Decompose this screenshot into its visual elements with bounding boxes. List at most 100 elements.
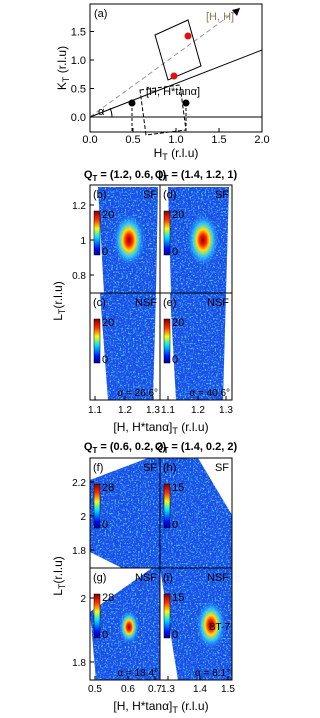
title-sub: T: [163, 446, 168, 455]
panel-title: QT = (1.2, 0.6, 1): [84, 169, 167, 183]
panel-label: (g): [93, 572, 106, 584]
colorbar-max: 20: [172, 317, 184, 329]
x-tick-label: 0.5: [88, 684, 102, 695]
title-rest: = (1.4, 1.2, 1): [168, 169, 237, 181]
panel-title: Q T = (0.6, 0.2, 2): [84, 441, 167, 455]
y-tick-label: 0.5: [71, 84, 86, 96]
mode-label: SF: [143, 189, 157, 201]
panel-label: (f): [93, 462, 103, 474]
colorbar-min: 0: [102, 246, 108, 258]
colorbar-min: 0: [172, 354, 178, 366]
y-tick-label: 2: [80, 512, 86, 523]
y-tick-label: 2.2: [72, 478, 86, 489]
mode-label: NSF: [135, 572, 157, 584]
title-rest: = (1.2, 0.6, 1): [97, 169, 166, 181]
x-tick-label: 1.0: [168, 134, 183, 146]
panel-label: (b): [93, 189, 106, 201]
intensity-peak: [195, 599, 227, 651]
black-point: [182, 99, 190, 107]
label-unit: (r.l.u): [55, 46, 69, 77]
title-q: Q: [84, 441, 93, 453]
colorbar-min: 0: [172, 629, 178, 641]
mode-label: SF: [215, 462, 229, 474]
title-sub: T: [92, 174, 97, 183]
label-sub: T: [57, 308, 67, 314]
label-main: L: [51, 589, 65, 596]
label-main: [H, H*tanα]: [113, 420, 172, 434]
colorbar-max: 28: [102, 482, 114, 494]
x-tick-label: 1.3: [219, 405, 233, 416]
label-sub: T: [172, 426, 178, 436]
axes-box: [159, 292, 233, 401]
label-main: K: [55, 82, 69, 90]
annotation: [H, H]: [206, 11, 234, 23]
colorbar-min: 0: [102, 519, 108, 531]
y-tick-label: 1.8: [72, 546, 86, 557]
alpha-label: α = 8.1°: [195, 668, 230, 679]
red-point: [170, 72, 178, 80]
x-tick-label: 0.6: [121, 684, 135, 695]
panel-label: (a): [94, 8, 107, 20]
colorbar-min: 0: [172, 519, 178, 531]
colorbar-max: 15: [172, 592, 184, 604]
label-unit: (r.l.u): [178, 420, 209, 434]
label-sub: T: [57, 583, 67, 589]
heatmap-noise: [160, 458, 232, 568]
intensity-peak: [186, 212, 220, 268]
colorbar: [93, 593, 101, 639]
mode-label: SF: [215, 189, 229, 201]
colorbar-max: 20: [102, 317, 114, 329]
x-axis-label: [H, H*tanα]T (r.l.u): [113, 699, 208, 715]
panel-title: QT = (1.4, 1.2, 1): [155, 169, 238, 183]
x-axis-label: [H, H*tanα]T (r.l.u): [113, 420, 208, 436]
label-main: L: [51, 314, 65, 321]
title-rest: = (0.6, 0.2, 2): [97, 441, 166, 453]
panels: 0.0 0.5 1.0 1.5 2.00.00.51.01.5QT = (1.2, 0.…: [51, 27, 270, 716]
colorbar-min: 0: [172, 246, 178, 258]
title-q: Q: [84, 169, 93, 181]
figure: (a) [H, H] [H, H*tanα] α HT (r.l.u) KT (…: [51, 3, 270, 716]
panel-a: (a) [H, H] [H, H*tanα] α HT (r.l.u) KT (…: [55, 3, 263, 162]
panel-label: (c): [93, 297, 106, 309]
intensity-peak: [118, 609, 140, 645]
y-tick-label: 0.0: [71, 112, 86, 124]
mode-label: NSF: [207, 572, 229, 584]
mode-label: SF: [143, 462, 157, 474]
title-rest: = (1.4, 0.2, 2): [168, 441, 237, 453]
intensity-peak: [112, 212, 146, 268]
colorbar: [163, 210, 171, 256]
y-tick-label: 1.5: [71, 27, 86, 39]
heatmap-noise: [100, 293, 156, 400]
x-tick-label: 1.4: [193, 684, 207, 695]
hh-direction: [89, 7, 241, 118]
x-tick-label: 2.0: [254, 134, 269, 146]
colorbar: [93, 483, 101, 529]
colorbar-max: 15: [172, 482, 184, 494]
axes-box: [159, 567, 233, 681]
colorbar: [163, 483, 171, 529]
colorbar: [93, 318, 101, 364]
label-sub: T: [162, 152, 168, 162]
colorbar: [93, 210, 101, 256]
label-unit: (r.l.u): [178, 699, 209, 713]
annotation: α: [98, 106, 105, 118]
axes-box: [89, 3, 263, 133]
y-tick-label: 1: [80, 236, 86, 247]
label-main: H: [154, 146, 163, 160]
heatmap-noise: [170, 293, 226, 400]
colorbar-max: 20: [102, 209, 114, 221]
colorbar-max: 28: [102, 592, 114, 604]
panel-title: QT = (1.4, 0.2, 2): [155, 441, 238, 455]
panel-label: (i): [163, 572, 173, 584]
x-tick-label: 0.7: [148, 684, 162, 695]
panel-label: (d): [163, 189, 176, 201]
y-tick-label: 1.0: [71, 55, 86, 67]
y-axis-label: LT(r.l.u): [51, 556, 67, 596]
colorbar-min: 0: [102, 629, 108, 641]
annotation: [H, H*tanα]: [146, 86, 200, 98]
alpha-label: α = 18.4°: [117, 668, 158, 679]
mode-label: NSF: [207, 297, 229, 309]
alpha-label: α = 40.6°: [189, 388, 230, 399]
colorbar-max: 20: [172, 209, 184, 221]
x-tick-label: 0.0: [82, 134, 97, 146]
